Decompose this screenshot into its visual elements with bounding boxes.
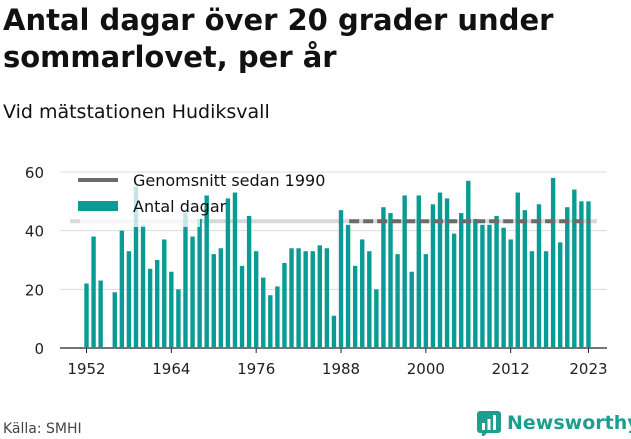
bar bbox=[550, 177, 556, 348]
bar bbox=[197, 218, 202, 348]
bar bbox=[557, 242, 563, 348]
bar bbox=[225, 198, 231, 348]
y-tick-label: 60 bbox=[25, 164, 44, 182]
bar bbox=[352, 265, 358, 348]
bar bbox=[218, 248, 224, 348]
bar bbox=[522, 210, 528, 348]
bar bbox=[112, 292, 117, 348]
bar bbox=[155, 260, 160, 348]
bar bbox=[430, 204, 436, 348]
bar bbox=[282, 262, 287, 348]
bar bbox=[169, 271, 174, 348]
bar bbox=[140, 224, 146, 348]
bar bbox=[289, 248, 294, 348]
bar bbox=[317, 245, 323, 348]
bar bbox=[529, 251, 535, 348]
bar bbox=[345, 224, 351, 348]
x-tick-label: 2023 bbox=[569, 360, 607, 378]
bar-chart: 0 20 40 60 1952 1964 1976 1988 2000 2012 2023 Genom… bbox=[25, 164, 608, 378]
bar bbox=[261, 277, 266, 348]
bar bbox=[451, 233, 457, 348]
newsworthy-icon bbox=[477, 411, 501, 436]
bar bbox=[268, 295, 273, 348]
bar bbox=[515, 192, 520, 348]
bar bbox=[190, 236, 195, 348]
bar bbox=[91, 236, 96, 348]
bar bbox=[98, 280, 103, 348]
chart-subtitle: Vid mätstationen Hudiksvall bbox=[3, 101, 270, 123]
bar bbox=[388, 213, 393, 348]
bar bbox=[565, 207, 570, 348]
bar bbox=[466, 180, 471, 348]
x-tick-label: 2012 bbox=[492, 360, 530, 378]
bar bbox=[331, 315, 337, 348]
bar bbox=[409, 271, 414, 348]
bar bbox=[572, 189, 577, 348]
bar bbox=[275, 286, 280, 348]
bar bbox=[338, 210, 344, 348]
bar bbox=[126, 251, 132, 348]
bar bbox=[402, 195, 407, 348]
bar bbox=[416, 195, 421, 348]
bar bbox=[395, 254, 400, 348]
bar bbox=[480, 224, 485, 348]
bar bbox=[310, 251, 315, 348]
bar bbox=[367, 251, 372, 348]
x-tick-label: 1964 bbox=[152, 360, 190, 378]
bar bbox=[374, 289, 379, 348]
bar bbox=[444, 198, 450, 348]
legend-label-bars: Antal dagar bbox=[133, 197, 227, 216]
bar bbox=[423, 254, 429, 348]
y-tick-label: 40 bbox=[25, 223, 44, 241]
brand-name: Newsworthy bbox=[507, 412, 631, 434]
bar bbox=[296, 248, 301, 348]
bar bbox=[437, 192, 443, 348]
bar bbox=[536, 204, 542, 348]
bar bbox=[232, 192, 238, 348]
bar bbox=[183, 213, 188, 348]
bar bbox=[303, 251, 308, 348]
bar bbox=[211, 254, 216, 348]
bar bbox=[133, 186, 139, 348]
bar bbox=[204, 195, 209, 348]
bar bbox=[239, 265, 245, 348]
bar bbox=[501, 227, 506, 348]
bar bbox=[324, 248, 330, 348]
bar bbox=[459, 213, 464, 348]
bar bbox=[162, 239, 167, 348]
bar bbox=[381, 207, 386, 348]
bar bbox=[473, 218, 478, 348]
y-tick-label: 0 bbox=[34, 340, 44, 358]
bar bbox=[487, 224, 492, 348]
legend-label-mean: Genomsnitt sedan 1990 bbox=[133, 171, 325, 190]
newsworthy-logo: Newsworthy bbox=[476, 408, 631, 438]
bar bbox=[360, 239, 365, 348]
bar bbox=[246, 216, 252, 348]
bar bbox=[119, 230, 125, 348]
bar bbox=[147, 268, 153, 348]
source-label: Källa: SMHI bbox=[3, 421, 82, 437]
bar bbox=[253, 251, 259, 348]
bar bbox=[508, 239, 513, 348]
x-tick-label: 1988 bbox=[322, 360, 360, 378]
x-tick-label: 1976 bbox=[237, 360, 275, 378]
legend-bar-swatch bbox=[78, 201, 118, 211]
bar bbox=[579, 201, 584, 348]
bar bbox=[543, 251, 549, 348]
y-tick-label: 20 bbox=[25, 281, 44, 299]
x-tick-label: 2000 bbox=[407, 360, 445, 378]
bar bbox=[176, 289, 181, 348]
bar bbox=[84, 283, 89, 348]
x-tick-label: 1952 bbox=[67, 360, 105, 378]
chart-title: Antal dagar över 20 grader under sommarl… bbox=[3, 3, 554, 74]
bar bbox=[586, 201, 591, 348]
bar bbox=[494, 216, 499, 348]
